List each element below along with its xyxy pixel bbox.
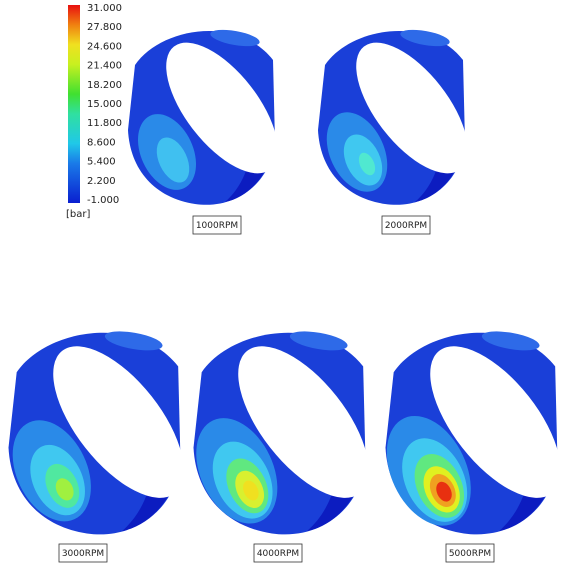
panel-label-text: 4000RPM (257, 549, 299, 559)
panel-label: 3000RPM (58, 543, 108, 563)
panel-label: 1000RPM (192, 215, 242, 235)
colorbar-label: 24.600 (87, 41, 122, 52)
colorbar-label: 31.000 (87, 3, 122, 14)
colorbar-label: 11.800 (87, 118, 122, 129)
panel-label: 4000RPM (253, 543, 303, 563)
panel-label-text: 5000RPM (449, 549, 491, 559)
colorbar-label: 15.000 (87, 99, 122, 110)
colorbar-label: 5.400 (87, 157, 116, 168)
colorbar-label: 8.600 (87, 137, 116, 148)
colorbar-unit: [bar] (66, 209, 90, 220)
colorbar-label: 18.200 (87, 80, 122, 91)
contour-ring (318, 24, 489, 205)
colorbar-label: 2.200 (87, 176, 116, 187)
colorbar-label: 21.400 (87, 61, 122, 72)
contour-ring (193, 325, 393, 535)
contour-ring (128, 24, 299, 205)
colorbar-label: -1.000 (87, 195, 119, 206)
panel-label: 2000RPM (381, 215, 431, 235)
colorbar-label: 27.800 (87, 22, 122, 33)
colorbar-labels: 31.000 27.800 24.600 21.400 18.200 15.000 11.8… (87, 3, 122, 206)
contour-ring (8, 325, 208, 535)
panel-label-text: 1000RPM (196, 221, 238, 231)
panel-label-text: 2000RPM (385, 221, 427, 231)
contour-ring (385, 325, 568, 535)
colorbar (68, 5, 80, 203)
panel-label: 5000RPM (445, 543, 495, 563)
panel-label-text: 3000RPM (62, 549, 104, 559)
